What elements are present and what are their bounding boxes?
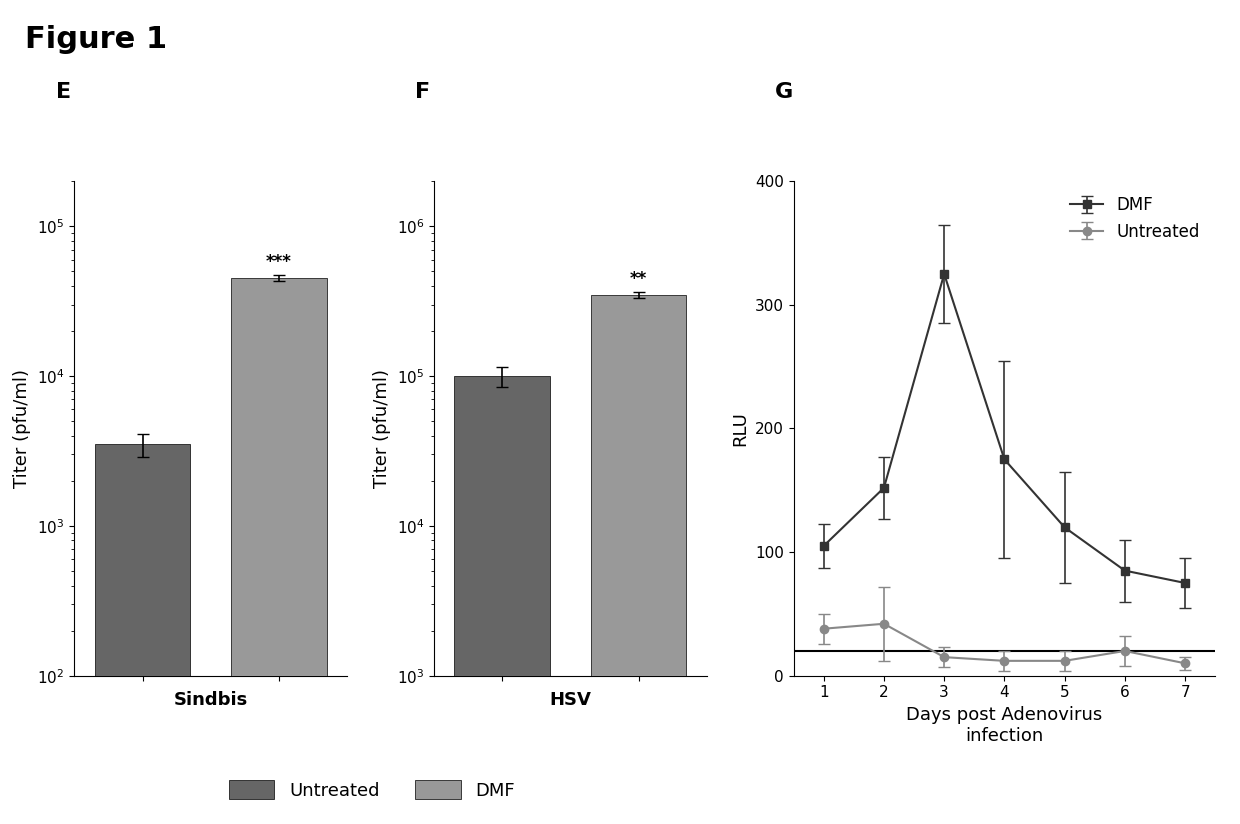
X-axis label: Days post Adenovirus
infection: Days post Adenovirus infection — [906, 706, 1102, 745]
Text: F: F — [415, 82, 430, 102]
Text: ***: *** — [267, 254, 291, 271]
Bar — [590, 295, 686, 824]
Bar — [454, 376, 549, 824]
Bar — [94, 444, 191, 824]
Text: G: G — [775, 82, 794, 102]
X-axis label: Sindbis: Sindbis — [174, 691, 248, 709]
Bar — [231, 279, 327, 824]
Text: Figure 1: Figure 1 — [25, 25, 167, 54]
Y-axis label: Titer (pfu/ml): Titer (pfu/ml) — [14, 369, 31, 488]
Y-axis label: RLU: RLU — [732, 411, 749, 446]
Text: E: E — [56, 82, 71, 102]
X-axis label: HSV: HSV — [549, 691, 591, 709]
Y-axis label: Titer (pfu/ml): Titer (pfu/ml) — [373, 369, 391, 488]
Legend: DMF, Untreated: DMF, Untreated — [1064, 190, 1207, 247]
Legend: Untreated, DMF: Untreated, DMF — [222, 773, 522, 807]
Text: **: ** — [630, 270, 647, 288]
